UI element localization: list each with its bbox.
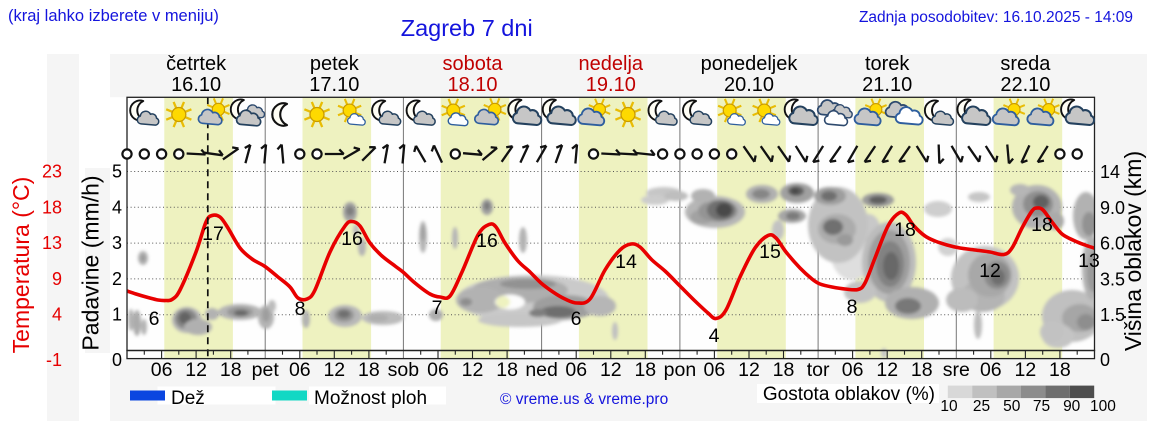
svg-text:ponedeljek: ponedeljek xyxy=(701,53,799,75)
svg-text:sreda: sreda xyxy=(1000,53,1051,75)
svg-text:75: 75 xyxy=(1033,398,1050,415)
svg-text:7: 7 xyxy=(432,297,443,319)
svg-text:Temperatura (°C): Temperatura (°C) xyxy=(8,177,34,354)
svg-text:1.5: 1.5 xyxy=(1100,305,1125,325)
svg-text:(kraj lahko izberete v meniju): (kraj lahko izberete v meniju) xyxy=(8,7,219,25)
svg-text:18: 18 xyxy=(894,219,916,241)
svg-text:Zadnja posodobitev: 16.10.2025: Zadnja posodobitev: 16.10.2025 - 14:09 xyxy=(859,9,1133,26)
svg-text:06: 06 xyxy=(289,359,311,381)
svg-text:18: 18 xyxy=(911,359,933,381)
svg-text:pet: pet xyxy=(252,359,280,381)
svg-text:petek: petek xyxy=(310,53,360,75)
svg-text:25: 25 xyxy=(973,398,990,415)
svg-text:13: 13 xyxy=(42,233,62,253)
svg-text:sre: sre xyxy=(943,359,970,381)
svg-text:9.0: 9.0 xyxy=(1100,198,1125,218)
svg-text:14: 14 xyxy=(1100,162,1120,182)
svg-text:12: 12 xyxy=(1015,359,1037,381)
svg-text:18: 18 xyxy=(358,359,380,381)
svg-text:90: 90 xyxy=(1063,398,1081,415)
svg-text:18: 18 xyxy=(1031,214,1053,236)
svg-text:4: 4 xyxy=(709,325,720,347)
svg-text:12: 12 xyxy=(600,359,622,381)
svg-text:6: 6 xyxy=(149,308,160,330)
svg-text:12: 12 xyxy=(876,359,898,381)
svg-text:-1: -1 xyxy=(46,350,62,370)
svg-text:četrtek: četrtek xyxy=(166,53,227,75)
svg-text:17.10: 17.10 xyxy=(309,74,359,96)
svg-text:5: 5 xyxy=(112,162,122,182)
svg-text:pon: pon xyxy=(664,359,697,381)
svg-text:19.10: 19.10 xyxy=(586,74,636,96)
svg-text:Zagreb 7 dni: Zagreb 7 dni xyxy=(401,15,533,41)
svg-text:4: 4 xyxy=(112,197,122,217)
svg-text:8: 8 xyxy=(295,298,306,320)
svg-text:6.0: 6.0 xyxy=(1100,234,1125,254)
svg-text:06: 06 xyxy=(151,359,173,381)
svg-text:06: 06 xyxy=(427,359,449,381)
svg-text:12: 12 xyxy=(738,359,760,381)
svg-text:4: 4 xyxy=(52,305,62,325)
svg-text:22.10: 22.10 xyxy=(1000,74,1050,96)
svg-text:18: 18 xyxy=(773,359,795,381)
svg-text:16.10: 16.10 xyxy=(171,74,221,96)
svg-text:10: 10 xyxy=(940,398,958,415)
svg-text:06: 06 xyxy=(565,359,587,381)
svg-text:Višina oblakov (km): Višina oblakov (km) xyxy=(1120,151,1146,351)
svg-text:18: 18 xyxy=(496,359,518,381)
svg-text:23: 23 xyxy=(42,162,62,182)
svg-text:06: 06 xyxy=(980,359,1002,381)
svg-text:12: 12 xyxy=(323,359,345,381)
svg-text:ned: ned xyxy=(525,359,558,381)
svg-text:50: 50 xyxy=(1003,398,1021,415)
svg-text:3.5: 3.5 xyxy=(1100,269,1125,289)
svg-text:15: 15 xyxy=(759,241,781,263)
svg-text:9: 9 xyxy=(52,269,62,289)
svg-text:Možnost ploh: Možnost ploh xyxy=(314,388,427,409)
svg-text:16: 16 xyxy=(476,230,498,252)
svg-text:1: 1 xyxy=(112,305,122,325)
svg-text:06: 06 xyxy=(704,359,726,381)
svg-text:18: 18 xyxy=(1049,359,1071,381)
svg-text:sob: sob xyxy=(388,359,420,381)
svg-text:16: 16 xyxy=(341,228,363,250)
svg-text:6: 6 xyxy=(571,308,582,330)
svg-text:100: 100 xyxy=(1090,398,1116,415)
svg-text:Gostota oblakov (%): Gostota oblakov (%) xyxy=(763,384,935,405)
svg-text:13: 13 xyxy=(1078,250,1100,272)
svg-text:14: 14 xyxy=(615,251,637,273)
svg-text:Padavine (mm/h): Padavine (mm/h) xyxy=(78,175,104,350)
svg-text:18: 18 xyxy=(42,197,62,217)
svg-text:nedelja: nedelja xyxy=(579,53,644,75)
svg-text:18: 18 xyxy=(634,359,656,381)
svg-text:3: 3 xyxy=(112,233,122,253)
svg-text:© vreme.us & vreme.pro: © vreme.us & vreme.pro xyxy=(500,391,668,408)
svg-text:12: 12 xyxy=(979,260,1001,282)
svg-text:18: 18 xyxy=(220,359,242,381)
svg-text:12: 12 xyxy=(462,359,484,381)
svg-text:12: 12 xyxy=(185,359,207,381)
svg-text:18.10: 18.10 xyxy=(447,74,497,96)
svg-text:06: 06 xyxy=(842,359,864,381)
svg-text:8: 8 xyxy=(847,296,858,318)
svg-text:torek: torek xyxy=(865,53,910,75)
svg-text:21.10: 21.10 xyxy=(862,74,912,96)
svg-text:20.10: 20.10 xyxy=(724,74,774,96)
svg-text:sobota: sobota xyxy=(442,53,503,75)
svg-text:Dež: Dež xyxy=(171,388,205,409)
svg-text:17: 17 xyxy=(202,223,224,245)
svg-text:tor: tor xyxy=(807,359,830,381)
svg-text:0: 0 xyxy=(1100,350,1110,370)
svg-text:0: 0 xyxy=(112,350,122,370)
svg-text:2: 2 xyxy=(112,269,122,289)
